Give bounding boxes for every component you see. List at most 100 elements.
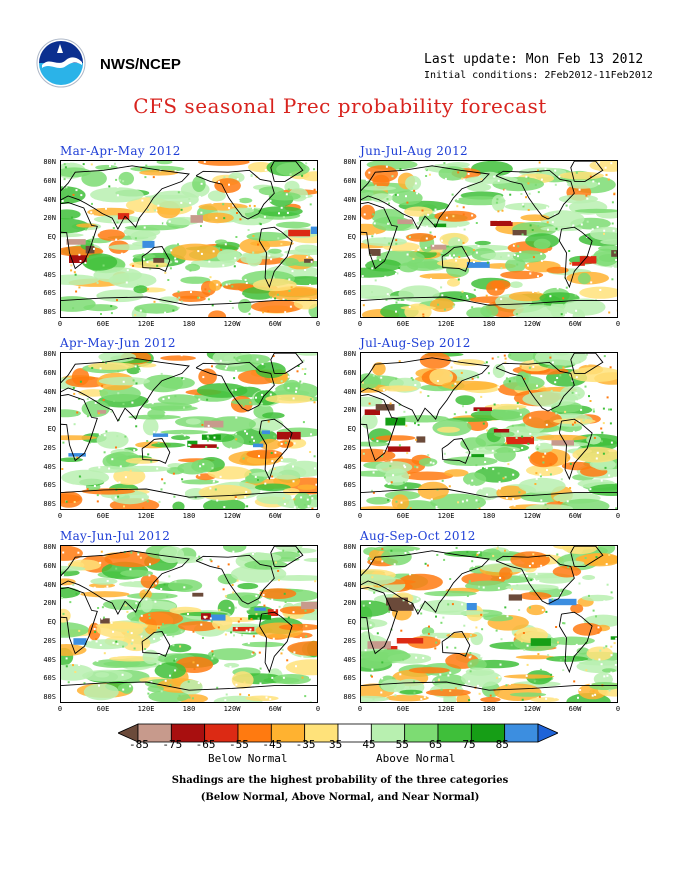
colorbar-tick-label: -55 — [229, 738, 249, 751]
lon-tick-label: 60W — [568, 705, 582, 713]
below-normal-label: Below Normal — [208, 752, 288, 765]
lat-tick-label: 40N — [43, 387, 56, 396]
lon-tick-label: 120W — [223, 320, 241, 328]
lon-tick-label: 0 — [315, 512, 321, 520]
panel-title-3: Apr-May-Jun 2012 — [60, 336, 176, 350]
lat-tick-label: 20N — [343, 599, 356, 608]
lat-tick-label: 60S — [343, 674, 356, 683]
noaa-logo — [36, 38, 86, 88]
forecast-map-3 — [60, 352, 318, 510]
colorbar-tick-label: -65 — [195, 738, 216, 751]
lon-tick-label: 180 — [182, 705, 196, 713]
lat-tick-label: 60N — [343, 561, 356, 570]
lat-tick-label: 60S — [43, 289, 56, 298]
lat-tick-label: 80N — [43, 350, 56, 358]
lon-tick-label: 120W — [223, 705, 241, 713]
lat-tick-label: 20S — [343, 443, 356, 452]
lon-tick-label: 60W — [268, 705, 282, 713]
lat-tick-label: 40N — [343, 387, 356, 396]
lon-tick-label: 0 — [315, 320, 321, 328]
forecast-map-4 — [360, 352, 618, 510]
lon-tick-label: 0 — [357, 512, 363, 520]
lat-tick-label: EQ — [47, 233, 56, 241]
lon-tick-label: 120W — [223, 512, 241, 520]
lat-tick-label: 80S — [343, 500, 356, 508]
lat-tick-label: 20N — [43, 599, 56, 608]
lat-tick-label: 20N — [343, 406, 356, 415]
forecast-map-5 — [60, 545, 318, 703]
lat-tick-label: 20S — [43, 636, 56, 645]
lat-tick-label: 40S — [343, 462, 356, 471]
lon-tick-label: 60W — [268, 512, 282, 520]
lon-tick-label: 0 — [57, 512, 63, 520]
lon-tick-label: 180 — [482, 512, 496, 520]
lat-tick-label: 60S — [343, 481, 356, 490]
lat-tick-label: 20S — [43, 443, 56, 452]
colorbar-arrow-right — [537, 723, 558, 743]
lat-tick-label: 60N — [43, 176, 56, 185]
lat-tick-label: EQ — [47, 425, 56, 433]
colorbar-tick-label: -45 — [262, 738, 283, 751]
colorbar-tick-label: 35 — [329, 738, 343, 751]
lon-tick-label: 0 — [57, 320, 63, 328]
lat-tick-label: 20N — [343, 214, 356, 223]
lon-tick-label: 120E — [437, 705, 455, 713]
lon-tick-label: 180 — [482, 705, 496, 713]
lat-tick-label: 20N — [43, 214, 56, 223]
lat-tick-label: 40S — [343, 655, 356, 664]
lat-tick-label: 40N — [343, 195, 356, 204]
lon-tick-label: 60W — [568, 512, 582, 520]
lat-tick-label: 20N — [43, 406, 56, 415]
colorbar-tick-label: -85 — [129, 738, 149, 751]
lon-tick-label: 120E — [137, 512, 155, 520]
lat-tick-label: EQ — [47, 618, 56, 626]
lat-tick-label: 80S — [343, 308, 356, 316]
lon-tick-label: 60E — [396, 512, 410, 520]
lon-tick-label: 120E — [437, 512, 455, 520]
lat-tick-label: 20S — [343, 636, 356, 645]
lat-tick-label: 80N — [43, 158, 56, 166]
panel-title-4: Jul-Aug-Sep 2012 — [360, 336, 471, 350]
lat-tick-label: 80S — [43, 693, 56, 701]
lat-tick-label: EQ — [347, 618, 356, 626]
lat-tick-label: 80N — [343, 158, 356, 166]
lat-tick-label: 40S — [43, 270, 56, 279]
panel-title-2: Jun-Jul-Aug 2012 — [360, 144, 468, 158]
forecast-map-2 — [360, 160, 618, 318]
org-name: NWS/NCEP — [100, 56, 181, 73]
lat-tick-label: 80S — [343, 693, 356, 701]
note-line-2: (Below Normal, Above Normal, and Near No… — [200, 792, 480, 803]
lon-tick-label: 60E — [396, 320, 410, 328]
lon-tick-label: 60W — [568, 320, 582, 328]
lon-tick-label: 0 — [357, 705, 363, 713]
lon-tick-label: 60E — [96, 512, 110, 520]
lat-tick-label: 80S — [43, 308, 56, 316]
lon-tick-label: 0 — [57, 705, 63, 713]
lat-tick-label: 40S — [43, 655, 56, 664]
initial-conditions-text: Initial conditions: 2Feb2012-11Feb2012 — [424, 70, 653, 81]
note-line-1: Shadings are the highest probability of … — [171, 775, 509, 786]
lon-tick-label: 0 — [615, 512, 621, 520]
lon-tick-label: 120W — [523, 320, 541, 328]
colorbar-tick-label: 85 — [495, 738, 509, 751]
lat-tick-label: 40S — [43, 462, 56, 471]
lon-tick-label: 120E — [437, 320, 455, 328]
lon-tick-label: 60E — [96, 705, 110, 713]
lat-tick-label: 60N — [43, 368, 56, 377]
lat-tick-label: 40N — [43, 195, 56, 204]
probability-colorbar — [118, 723, 558, 743]
lat-tick-label: 40S — [343, 270, 356, 279]
colorbar-tick-label: -75 — [162, 738, 183, 751]
lon-tick-label: 180 — [182, 512, 196, 520]
panel-title-6: Aug-Sep-Oct 2012 — [360, 529, 476, 543]
colorbar-tick-label: 45 — [362, 738, 376, 751]
lat-tick-label: EQ — [347, 425, 356, 433]
page-title: CFS seasonal Prec probability forecast — [133, 94, 547, 118]
lat-tick-label: 60N — [343, 368, 356, 377]
lon-tick-label: 180 — [482, 320, 496, 328]
lon-tick-label: 120W — [523, 705, 541, 713]
lat-tick-label: 80N — [343, 543, 356, 551]
last-update-text: Last update: Mon Feb 13 2012 — [424, 52, 644, 67]
lon-tick-label: 120E — [137, 705, 155, 713]
lat-tick-label: 60S — [43, 481, 56, 490]
